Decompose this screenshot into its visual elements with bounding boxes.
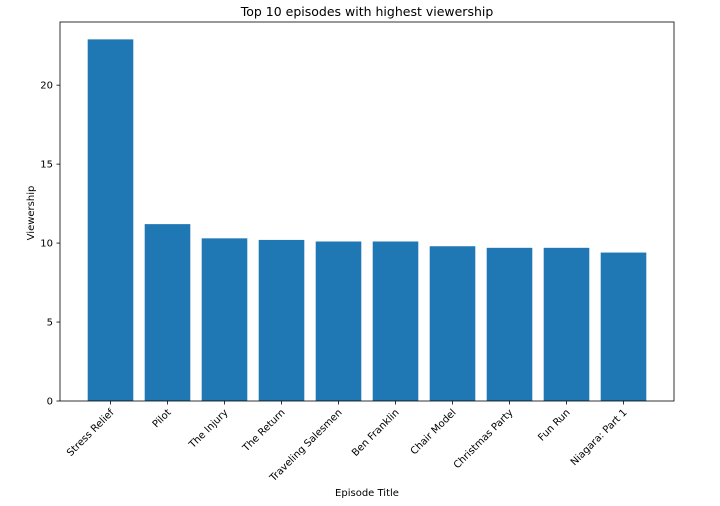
y-tick-label: 10 (40, 239, 53, 250)
x-tick-label: Pilot (151, 407, 174, 430)
bar (201, 238, 248, 401)
bar (87, 39, 134, 401)
bar (600, 252, 647, 401)
y-tick-label: 15 (40, 160, 53, 171)
y-tick-label: 20 (40, 81, 53, 92)
x-tick-label: Stress Relief (65, 407, 117, 459)
bar (372, 241, 419, 401)
x-axis: Stress Relief Pilot The Injury The ReturnTr… (65, 401, 630, 485)
bar (543, 247, 590, 401)
bar (144, 224, 191, 401)
bar (315, 241, 362, 401)
chart-title: Top 10 episodes with highest viewership (240, 4, 494, 19)
bar (429, 246, 476, 401)
x-tick-label: Chair Model (409, 407, 459, 457)
bar (258, 239, 305, 401)
y-tick-label: 0 (47, 397, 53, 408)
y-axis-label: Viewership (26, 186, 37, 241)
x-tick-label: Fun Run (536, 407, 572, 443)
bars-group (87, 39, 647, 401)
x-tick-label: Ben Franklin (350, 407, 401, 458)
x-tick-label: Niagara: Part 1 (569, 407, 630, 468)
bar (486, 247, 533, 401)
plot-frame (59, 21, 675, 402)
x-axis-label: Episode Title (335, 488, 399, 499)
x-tick-label: The Return (240, 407, 287, 454)
x-tick-label: Christmas Party (452, 407, 516, 471)
x-tick-label: The Injury (187, 407, 231, 451)
y-axis: 0 5 10 15 20 (40, 81, 60, 408)
y-tick-label: 5 (47, 318, 53, 329)
